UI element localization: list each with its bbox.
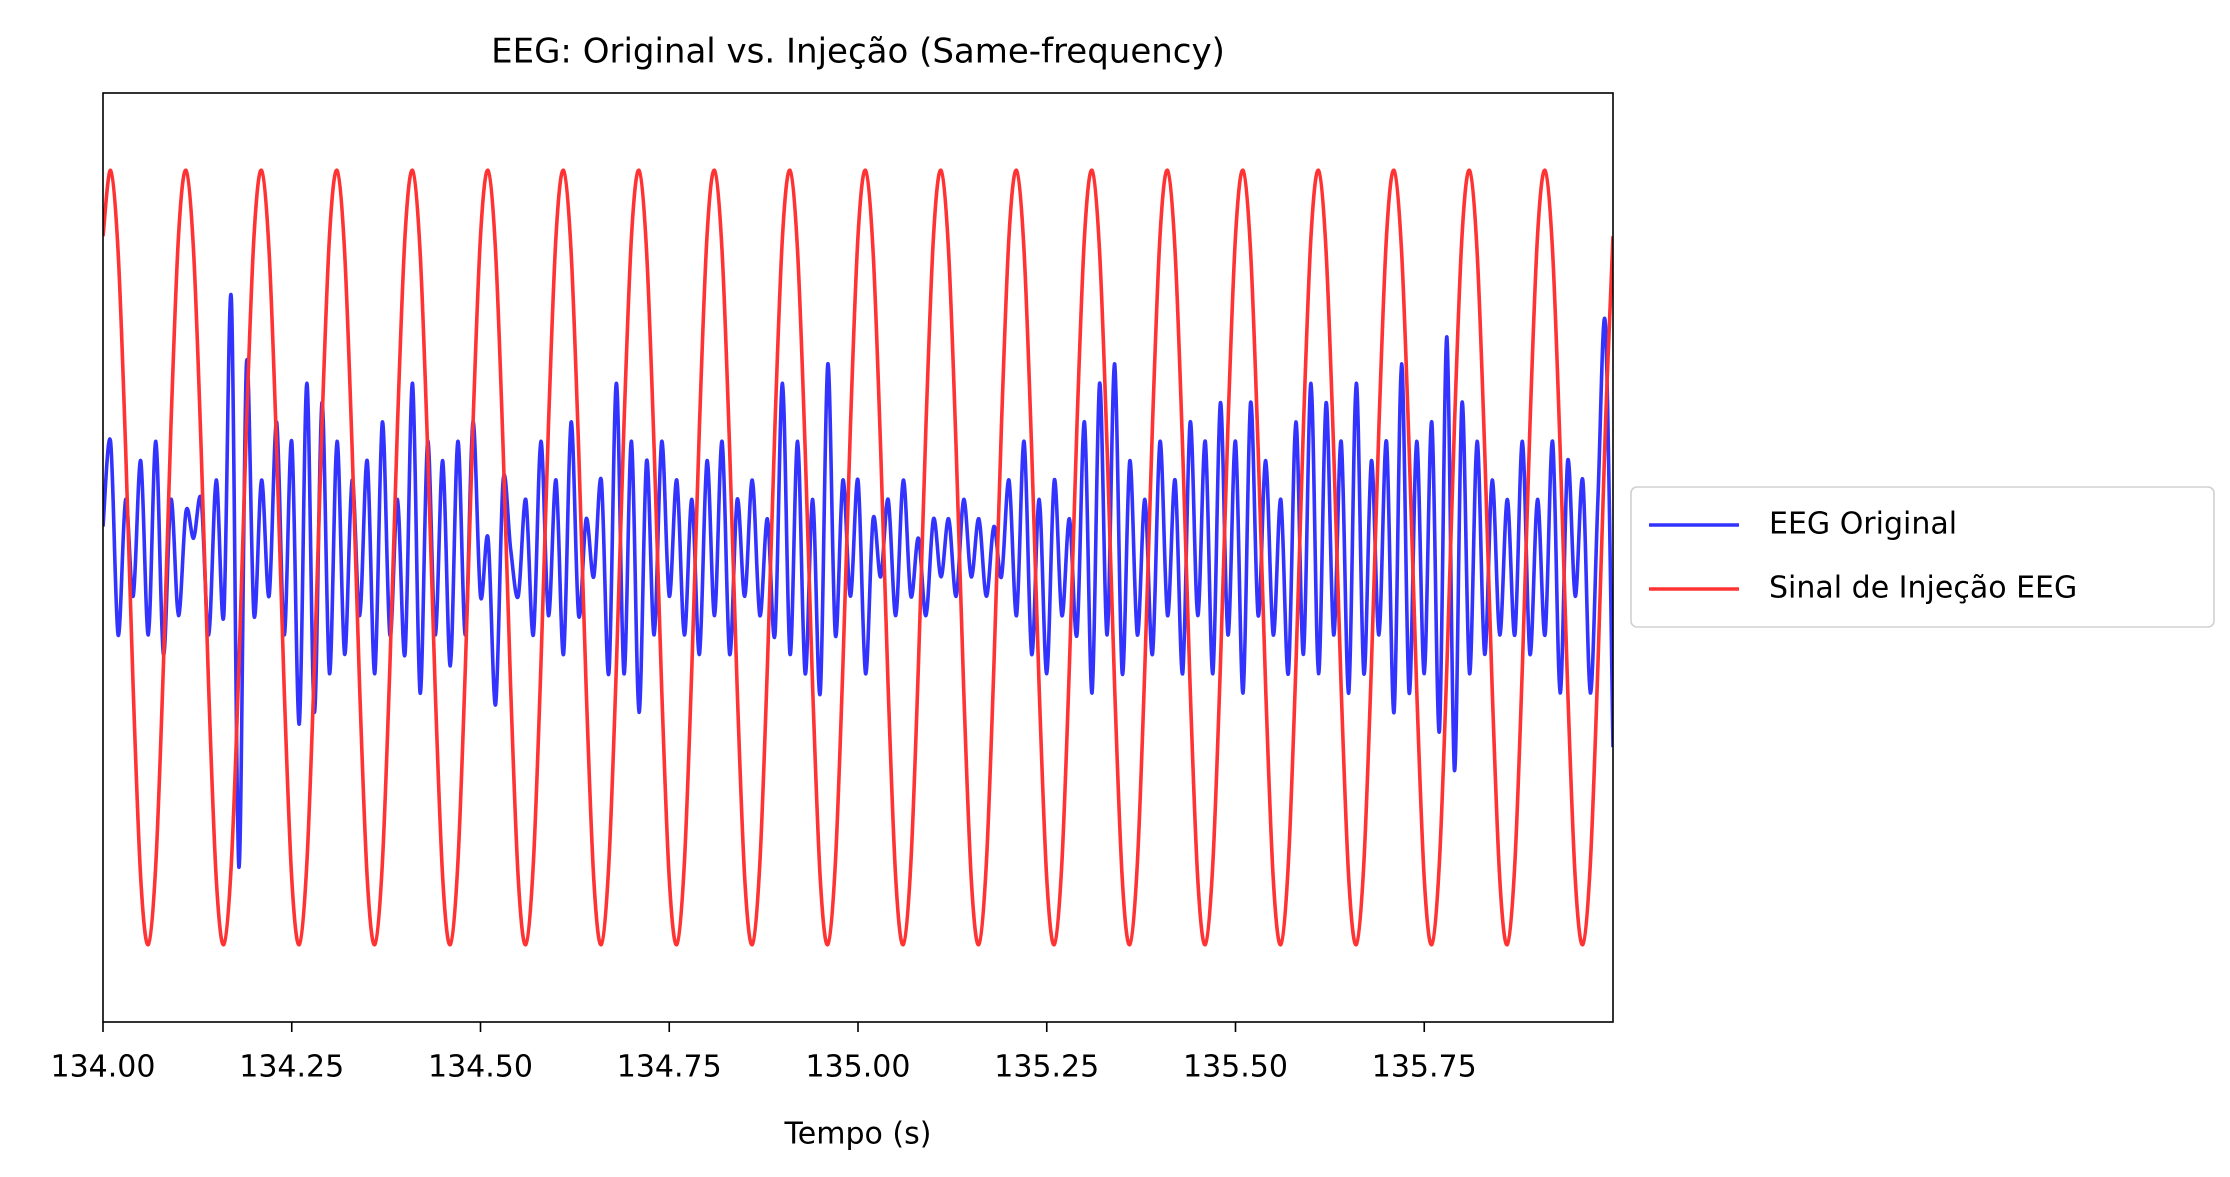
x-tick-label: 134.25 bbox=[239, 1050, 344, 1085]
series-line bbox=[103, 292, 1613, 869]
series-line bbox=[103, 168, 1613, 947]
chart-title: EEG: Original vs. Injeção (Same-frequenc… bbox=[491, 32, 1225, 72]
x-tick-label: 134.50 bbox=[428, 1050, 533, 1085]
x-tick-label: 134.75 bbox=[617, 1050, 722, 1085]
x-tick-label: 135.25 bbox=[994, 1050, 1099, 1085]
legend-label: Sinal de Injeção EEG bbox=[1769, 571, 2077, 606]
legend-label: EEG Original bbox=[1769, 507, 1957, 542]
x-axis-label: Tempo (s) bbox=[784, 1117, 932, 1152]
x-tick-label: 135.75 bbox=[1372, 1050, 1477, 1085]
x-tick-label: 135.00 bbox=[806, 1050, 911, 1085]
legend-box bbox=[1630, 486, 2215, 628]
x-tick-label: 134.00 bbox=[51, 1050, 156, 1085]
plot-frame bbox=[102, 92, 1614, 1023]
x-tick-label: 135.50 bbox=[1183, 1050, 1288, 1085]
